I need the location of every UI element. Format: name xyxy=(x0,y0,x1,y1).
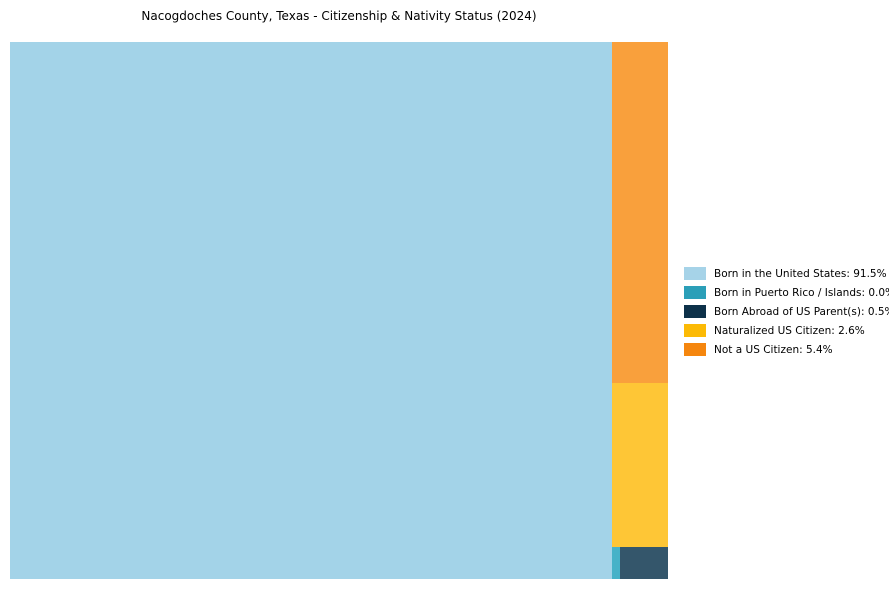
treemap-tile-born-in-puerto-rico-islands xyxy=(612,547,621,579)
legend-swatch-icon xyxy=(684,286,706,299)
legend-item-born-abroad-of-us-parent-s: Born Abroad of US Parent(s): 0.5% xyxy=(684,305,889,318)
legend-label: Not a US Citizen: 5.4% xyxy=(714,343,833,356)
legend-swatch-icon xyxy=(684,343,706,356)
legend-swatch-icon xyxy=(684,305,706,318)
treemap-tile-born-in-the-united-states xyxy=(10,42,613,579)
treemap-tile-not-a-us-citizen xyxy=(612,42,668,384)
legend: Born in the United States: 91.5% Born in … xyxy=(684,267,889,356)
legend-item-not-a-us-citizen: Not a US Citizen: 5.4% xyxy=(684,343,889,356)
legend-label: Born in the United States: 91.5% xyxy=(714,267,887,280)
chart-title: Nacogdoches County, Texas - Citizenship … xyxy=(141,9,537,23)
treemap-tile-born-abroad-of-us-parent-s xyxy=(620,547,668,579)
treemap-tile-naturalized-us-citizen xyxy=(612,383,668,548)
legend-label: Born Abroad of US Parent(s): 0.5% xyxy=(714,305,889,318)
legend-swatch-icon xyxy=(684,267,706,280)
treemap xyxy=(10,42,668,579)
legend-item-naturalized-us-citizen: Naturalized US Citizen: 2.6% xyxy=(684,324,889,337)
legend-item-born-in-the-united-states: Born in the United States: 91.5% xyxy=(684,267,889,280)
legend-label: Born in Puerto Rico / Islands: 0.0% xyxy=(714,286,889,299)
legend-swatch-icon xyxy=(684,324,706,337)
legend-item-born-in-puerto-rico-islands: Born in Puerto Rico / Islands: 0.0% xyxy=(684,286,889,299)
legend-label: Naturalized US Citizen: 2.6% xyxy=(714,324,865,337)
